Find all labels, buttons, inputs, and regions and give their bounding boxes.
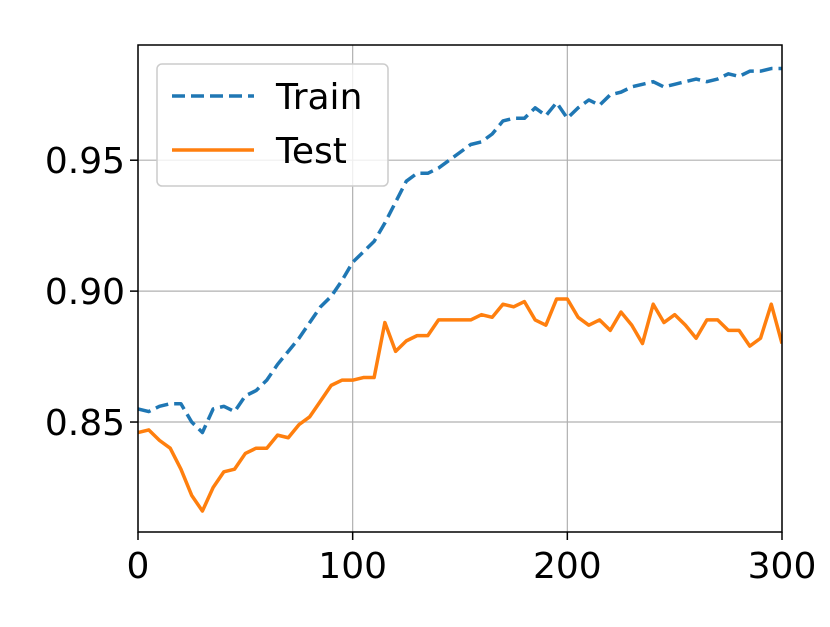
y-tick-label: 0.85 xyxy=(45,403,125,444)
series-line-train xyxy=(138,66,782,435)
y-tick-label: 0.95 xyxy=(45,141,125,182)
legend: Train Test xyxy=(156,63,389,187)
series-lines xyxy=(138,66,782,513)
x-tick-label: 200 xyxy=(533,546,602,587)
plot-frame xyxy=(137,44,783,533)
legend-train-label: Train xyxy=(275,77,362,118)
x-tick-label: 100 xyxy=(318,546,387,587)
x-tick-label: 300 xyxy=(748,546,817,587)
y-tick-label: 0.90 xyxy=(45,272,125,313)
legend-test-label: Test xyxy=(275,131,347,172)
x-tick-label: 0 xyxy=(127,546,150,587)
series-line-test xyxy=(138,297,782,513)
axis-ticks: 0 100 200 300 0.85 0.90 0.95 xyxy=(45,141,817,587)
